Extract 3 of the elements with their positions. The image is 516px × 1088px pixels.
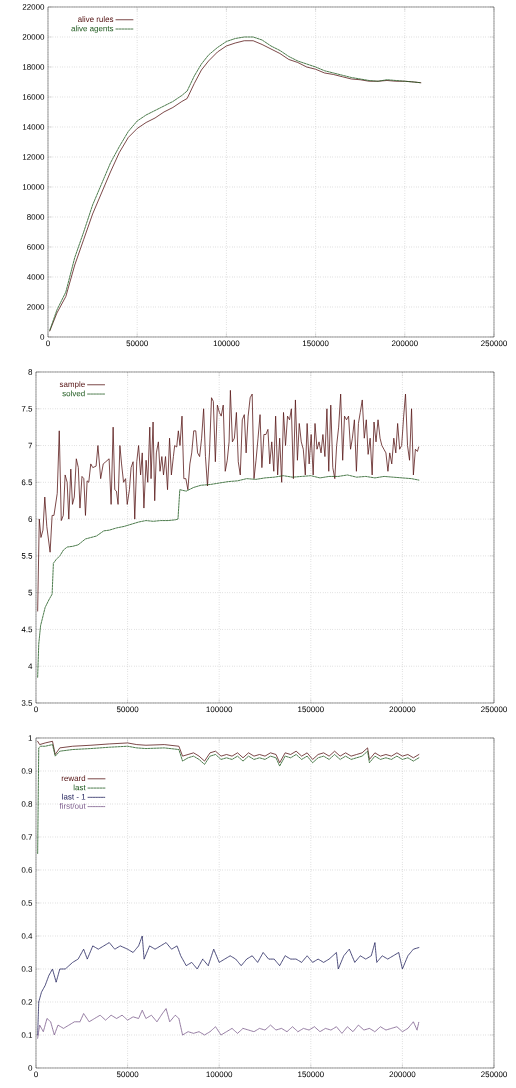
line-series <box>37 740 420 764</box>
line-series <box>37 744 420 854</box>
line-series <box>37 389 420 612</box>
